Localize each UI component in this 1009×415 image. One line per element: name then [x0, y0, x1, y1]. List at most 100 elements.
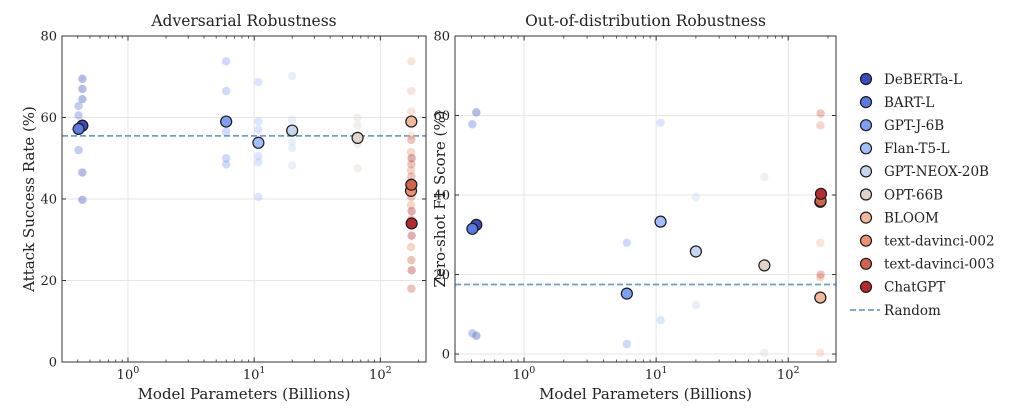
faint-point-deberta-l — [472, 108, 481, 117]
y-tick-label: 40 — [40, 193, 57, 208]
main-point-bart-l — [72, 122, 85, 136]
y-tick-label: 20 — [40, 274, 57, 289]
legend-label: Flan-T5-L — [884, 141, 950, 157]
faint-point-opt-66b — [353, 121, 362, 130]
legend-marker-deberta-l — [859, 72, 873, 86]
legend-label: ChatGPT — [884, 280, 945, 296]
faint-point-opt-66b — [760, 172, 769, 182]
legend-marker-text-davinci-002 — [859, 234, 873, 247]
faint-point-bart-l — [468, 120, 477, 129]
main-point-chatgpt — [814, 187, 828, 200]
legend-marker-text-davinci-003 — [859, 257, 873, 270]
faint-point-text-davinci-002 — [406, 242, 416, 252]
main-point-flan-t5-l — [654, 215, 667, 228]
faint-point-gpt-j-6b — [221, 127, 231, 136]
main-point-bloom — [814, 291, 827, 304]
faint-point-bart-l — [74, 145, 83, 155]
faint-point-deberta-l — [78, 94, 87, 104]
y-tick-label: 60 — [40, 111, 57, 126]
x-tick-exponent: 0 — [529, 365, 535, 376]
legend-label: GPT-NEOX-20B — [884, 164, 989, 180]
faint-point-text-davinci-003 — [407, 172, 416, 181]
x-tick-label: 100 — [513, 365, 536, 383]
chart-title: Adversarial Robustness — [150, 12, 336, 30]
legend-label: DeBERTa-L — [884, 72, 962, 88]
faint-point-chatgpt — [407, 231, 416, 240]
faint-point-bloom — [407, 57, 416, 66]
x-tick-exponent: 1 — [259, 365, 265, 376]
legend-label: text-davinci-002 — [884, 234, 995, 250]
faint-point-text-davinci-002 — [406, 147, 416, 157]
faint-point-text-davinci-002 — [406, 166, 416, 175]
faint-point-opt-66b — [353, 113, 362, 122]
faint-point-bart-l — [74, 101, 83, 111]
faint-point-gpt-neox-20b — [287, 161, 297, 170]
legend-marker-opt-66b — [859, 188, 873, 201]
legend-marker-flan-t5-l — [859, 142, 873, 155]
x-tick-exponent: 2 — [793, 365, 799, 376]
main-point-bloom — [405, 115, 418, 128]
faint-point-gpt-neox-20b — [287, 115, 297, 124]
faint-point-chatgpt — [407, 266, 416, 275]
faint-point-text-davinci-003 — [816, 109, 825, 118]
legend-marker-gpt-j-6b — [859, 119, 873, 132]
faint-point-flan-t5-l — [254, 158, 263, 167]
legend-label: GPT-J-6B — [884, 118, 944, 134]
faint-point-text-davinci-003 — [407, 255, 416, 265]
x-tick-label: 100 — [117, 365, 140, 383]
faint-point-gpt-neox-20b — [287, 71, 297, 81]
y-tick-label: 60 — [433, 109, 450, 124]
x-tick-label: 102 — [777, 365, 800, 383]
x-tick-base: 10 — [117, 368, 134, 383]
faint-point-deberta-l — [78, 84, 87, 94]
faint-point-text-davinci-003 — [407, 284, 416, 293]
faint-point-bloom — [816, 238, 825, 247]
y-axis-label: Zero-shot F1 Score (%) — [431, 111, 449, 288]
y-tick-label: 0 — [49, 356, 57, 371]
faint-point-deberta-l — [78, 195, 87, 205]
chart-title: Out-of-distribution Robustness — [525, 12, 766, 30]
x-tick-label: 101 — [645, 365, 668, 383]
legend-marker-chatgpt — [859, 280, 873, 293]
legend: DeBERTa-L BART-L GPT-J-6B Flan-T5-L GPT-NEOX… — [850, 72, 995, 319]
faint-point-gpt-j-6b — [221, 86, 231, 96]
faint-point-text-davinci-003 — [816, 270, 825, 279]
x-tick-exponent: 0 — [133, 365, 139, 376]
faint-point-text-davinci-002 — [816, 121, 825, 130]
faint-point-text-davinci-003 — [407, 135, 416, 145]
faint-point-flan-t5-l — [254, 192, 263, 202]
faint-point-gpt-j-6b — [221, 57, 231, 66]
x-tick-label: 102 — [369, 365, 392, 383]
faint-point-opt-66b — [760, 348, 769, 358]
faint-point-gpt-j-6b — [221, 160, 231, 169]
x-tick-base: 10 — [243, 368, 260, 383]
x-tick-base: 10 — [777, 368, 794, 383]
main-point-gpt-neox-20b — [689, 245, 703, 258]
y-tick-label: 80 — [40, 30, 57, 45]
y-axis-label: Attack Success Rate (%) — [20, 106, 38, 293]
x-tick-base: 10 — [369, 368, 386, 383]
legend-label: Random — [884, 303, 941, 319]
faint-point-gpt-neox-20b — [287, 137, 297, 147]
faint-point-gpt-j-6b — [622, 238, 632, 247]
x-tick-exponent: 1 — [661, 365, 667, 376]
faint-point-text-davinci-003 — [407, 160, 416, 169]
main-point-flan-t5-l — [252, 136, 265, 149]
faint-point-deberta-l — [78, 74, 87, 83]
x-axis-label: Model Parameters (Billions) — [138, 385, 351, 403]
y-tick-label: 40 — [433, 189, 450, 204]
main-point-chatgpt — [405, 217, 418, 230]
x-axis-label: Model Parameters (Billions) — [539, 385, 752, 403]
legend-marker-bart-l — [859, 95, 873, 109]
faint-point-flan-t5-l — [254, 125, 263, 134]
main-point-gpt-j-6b — [620, 287, 633, 300]
faint-point-opt-66b — [353, 164, 362, 173]
main-point-gpt-j-6b — [220, 115, 233, 128]
faint-point-gpt-j-6b — [622, 339, 632, 349]
main-point-gpt-neox-20b — [286, 124, 299, 137]
main-point-text-davinci-003 — [405, 178, 418, 191]
